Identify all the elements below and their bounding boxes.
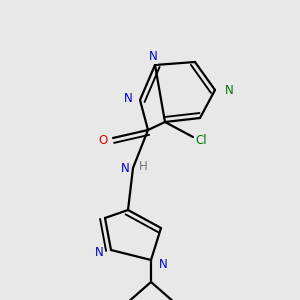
Text: O: O (98, 134, 108, 146)
Text: N: N (159, 257, 167, 271)
Text: N: N (94, 245, 103, 259)
Text: N: N (148, 50, 158, 64)
Text: N: N (121, 163, 129, 176)
Text: H: H (139, 160, 147, 173)
Text: N: N (124, 92, 132, 104)
Text: N: N (225, 83, 233, 97)
Text: Cl: Cl (195, 134, 207, 146)
